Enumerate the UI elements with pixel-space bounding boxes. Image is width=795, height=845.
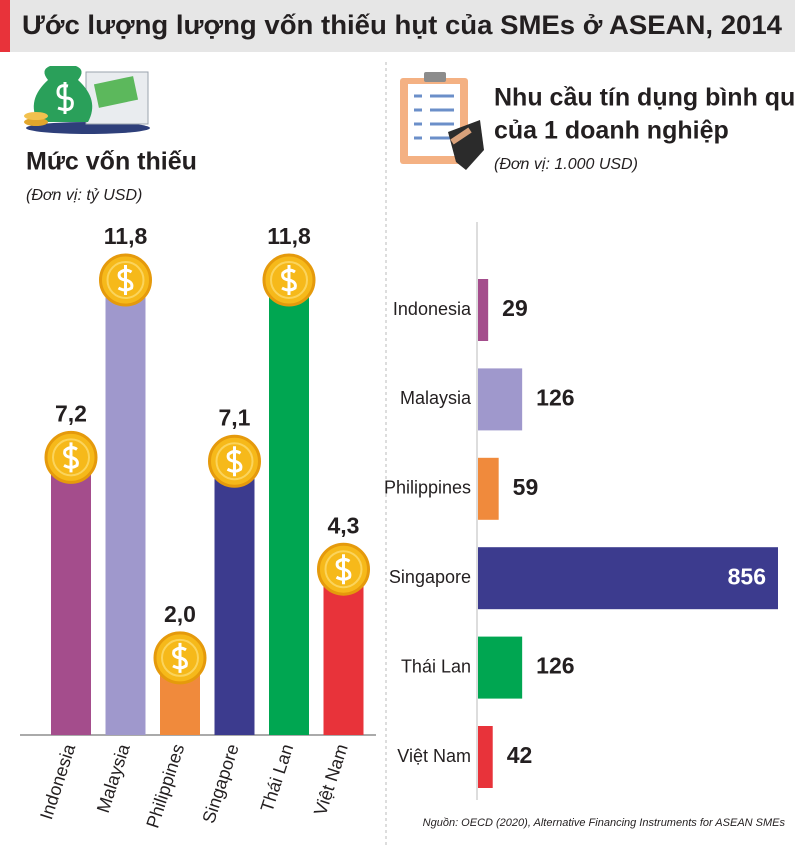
left-chart-subtitle: (Đơn vị: tỷ USD) (26, 187, 142, 204)
bar (478, 368, 523, 431)
coin-icon (208, 434, 261, 488)
coin-inner (270, 261, 308, 299)
y-tick-label: Việt Nam (397, 746, 471, 766)
x-tick-label: Malaysia (93, 741, 134, 816)
clipboard-icon (400, 72, 484, 170)
value-label: 11,8 (104, 223, 148, 249)
x-tick-label: Singapore (198, 742, 242, 826)
coin-inner (106, 261, 145, 299)
value-label: 7,2 (55, 400, 87, 426)
coin-icon (153, 631, 207, 685)
value-label: 126 (536, 384, 574, 410)
page-title: Ước lượng lượng vốn thiếu hụt của SMEs ở… (22, 10, 782, 40)
title-bar (0, 0, 795, 52)
coin-icon (99, 253, 152, 307)
coin-inner (52, 438, 90, 477)
value-label: 11,8 (267, 223, 311, 249)
value-label: 42 (507, 742, 533, 768)
value-label: 29 (502, 295, 528, 321)
source-note: Nguồn: OECD (2020), Alternative Financin… (423, 817, 786, 829)
coin-inner (161, 638, 199, 677)
coin-symbol (172, 642, 188, 673)
right-chart-title: của 1 doanh nghiệp (494, 117, 729, 145)
value-label: 856 (728, 563, 766, 589)
coin-symbol (335, 554, 352, 585)
x-tick-label: Indonesia (36, 741, 79, 822)
value-label: 2,0 (164, 601, 196, 627)
right-chart-title: Nhu cầu tín dụng bình quân (494, 84, 795, 112)
bar (478, 726, 493, 788)
y-tick-label: Malaysia (400, 388, 472, 408)
y-tick-label: Thái Lan (401, 656, 471, 676)
bar (478, 457, 499, 520)
money-icon (24, 66, 150, 134)
coin-symbol (281, 265, 297, 295)
coin-icon (44, 430, 98, 484)
bar (214, 461, 255, 735)
y-tick-label: Philippines (384, 478, 471, 498)
x-tick-label: Philippines (142, 742, 188, 831)
coin-icon (317, 542, 370, 596)
bar (269, 280, 309, 735)
x-tick-label: Thái Lan (257, 742, 298, 815)
bar (323, 569, 364, 735)
bar (51, 457, 91, 735)
coin-symbol (63, 442, 79, 473)
title-accent (0, 0, 10, 52)
right-chart-subtitle: (Đơn vị: 1.000 USD) (494, 156, 638, 173)
x-tick-label: Việt Nam (310, 742, 352, 818)
coin-symbol (226, 446, 243, 477)
left-chart-title: Mức vốn thiếu (26, 148, 197, 176)
value-label: 126 (536, 653, 574, 679)
value-label: 59 (513, 474, 539, 500)
y-tick-label: Indonesia (393, 299, 472, 319)
bar (478, 279, 489, 341)
coin-inner (324, 550, 363, 589)
bar (478, 547, 778, 610)
value-label: 4,3 (328, 512, 360, 538)
y-tick-label: Singapore (389, 567, 471, 587)
bar (105, 280, 146, 735)
coin-symbol (117, 265, 134, 295)
value-label: 7,1 (219, 404, 251, 430)
bar (478, 636, 523, 699)
coin-inner (215, 442, 254, 481)
coin-icon (262, 253, 316, 307)
